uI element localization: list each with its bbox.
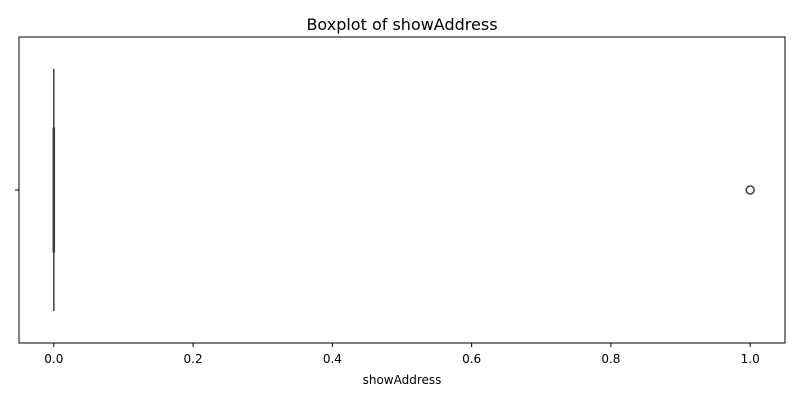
x-tick-label: 0.6	[462, 352, 481, 366]
x-tick-label: 0.8	[601, 352, 620, 366]
plot-area: 0.0 0.2 0.4 0.6 0.8 1.0	[15, 36, 786, 366]
x-tick-label: 0.4	[323, 352, 342, 366]
outlier-point	[745, 185, 755, 195]
x-tick-label: 1.0	[741, 352, 760, 366]
chart-title: Boxplot of showAddress	[306, 15, 497, 34]
axes-frame	[18, 36, 786, 344]
x-tick-label: 0.2	[184, 352, 203, 366]
x-tick-label: 0.0	[44, 352, 63, 366]
x-axis-label: showAddress	[363, 373, 442, 387]
